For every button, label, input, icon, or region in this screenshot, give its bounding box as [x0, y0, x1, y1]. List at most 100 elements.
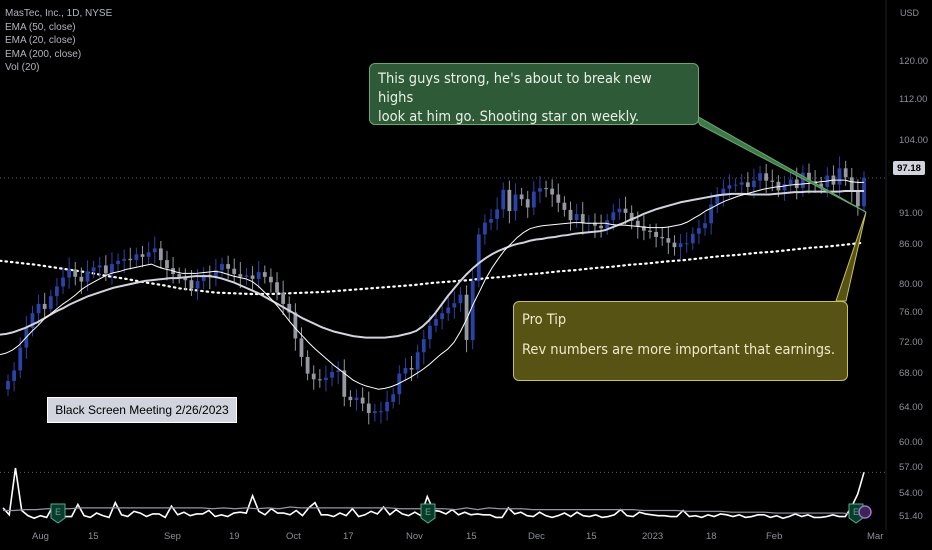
svg-text:E: E [55, 507, 61, 517]
candle-body [73, 269, 78, 277]
candle-body [648, 230, 652, 232]
candle-body [91, 267, 96, 272]
candle-body [562, 202, 567, 210]
candle-body [79, 276, 84, 282]
candle-body [42, 303, 47, 309]
candle-body [580, 214, 585, 224]
candle-body [146, 252, 151, 257]
candle-body [721, 188, 726, 195]
candle-body [574, 214, 579, 221]
time-tick-label: 15 [586, 531, 597, 542]
candle-body [464, 294, 469, 340]
candle-body [703, 223, 707, 229]
candle-body [794, 179, 799, 189]
dividend-marker [858, 505, 872, 519]
candle-body [434, 319, 438, 326]
pro-tip-note[interactable]: Pro Tip Rev numbers are more important t… [513, 301, 848, 381]
candle-body [770, 180, 775, 182]
volume-legend[interactable]: Vol (20) [5, 62, 40, 73]
candle-body [733, 184, 738, 186]
time-tick-label: 18 [706, 531, 717, 542]
candle-body [697, 228, 701, 234]
ema50-legend[interactable]: EMA (50, close) [5, 21, 76, 33]
ema200-line [0, 241, 866, 296]
candle-body [501, 189, 506, 210]
candle-body [311, 373, 316, 380]
candle-body [617, 208, 622, 213]
candle-body [97, 265, 102, 268]
candle-body [305, 356, 310, 374]
candle-body [837, 168, 842, 185]
candle-body [183, 276, 188, 281]
candle-body [660, 236, 665, 239]
time-tick-label: Dec [528, 531, 545, 542]
candle-body [672, 242, 677, 248]
time-tick-label: 15 [88, 531, 99, 542]
candle-body [152, 248, 157, 253]
candle-body [134, 254, 139, 261]
candle-body [385, 401, 389, 412]
candle-body [415, 352, 420, 370]
candle-body [623, 208, 628, 213]
meeting-label[interactable]: Black Screen Meeting 2/26/2023 [47, 397, 237, 423]
candle-body [287, 303, 292, 313]
last-price-tag: 97.18 [893, 161, 925, 175]
ema200-legend[interactable]: EMA (200, close) [5, 48, 82, 60]
earnings-marker[interactable]: E [50, 503, 66, 524]
candle-body [593, 222, 597, 226]
pro-tip-body: Rev numbers are more important that earn… [522, 342, 835, 358]
candle-body [495, 209, 500, 219]
candle-body [568, 209, 573, 221]
candle-body [372, 411, 377, 414]
candle-body [849, 177, 854, 191]
time-tick-label: Aug [32, 531, 49, 542]
earnings-marker[interactable]: E [420, 503, 436, 524]
candle-body [611, 212, 616, 221]
price-tick-label: 86.00 [899, 239, 923, 251]
candle-body [256, 272, 261, 279]
time-tick-label: Mar [867, 531, 884, 542]
candle-body [177, 274, 182, 277]
time-tick-label: 19 [229, 531, 240, 542]
candle-body [299, 338, 304, 357]
candle-body [855, 190, 860, 207]
price-tick-label: 120.00 [899, 55, 929, 67]
candle-body [18, 347, 23, 371]
candle-body [67, 269, 72, 278]
candle-body [727, 185, 732, 189]
bullish-note[interactable]: This guys strong, he's about to break ne… [369, 63, 699, 125]
candle-body [110, 264, 114, 274]
candle-body [513, 194, 518, 212]
candle-body [220, 264, 224, 271]
pro-tip-title: Pro Tip [522, 312, 567, 328]
price-tick-label: 112.00 [899, 93, 928, 105]
candle-body [360, 397, 365, 404]
candle-body [605, 220, 610, 229]
ema20-legend[interactable]: EMA (20, close) [5, 35, 76, 46]
candle-body [85, 271, 90, 282]
candle-body [140, 254, 145, 257]
candle-body [238, 274, 243, 277]
candle-body [800, 172, 805, 189]
candle-body [458, 294, 463, 304]
candle-body [476, 234, 481, 281]
candle-body [819, 183, 824, 187]
symbol-title[interactable]: MasTec, Inc., 1D, NYSE [5, 8, 113, 19]
candle-body [232, 268, 237, 275]
volume-tick-label: 51.40 [899, 510, 923, 522]
candle-body [61, 277, 65, 287]
candle-body [544, 188, 548, 190]
ema20-line [0, 179, 864, 390]
currency-label: USD [900, 8, 920, 18]
candle-body [165, 260, 169, 269]
candle-body [158, 248, 163, 261]
time-tick-label: 2023 [642, 531, 664, 542]
bullish-note-line1: This guys strong, he's about to break ne… [378, 71, 652, 106]
ema50-line [0, 190, 864, 339]
candle-body [690, 233, 695, 244]
candle-body [807, 172, 811, 182]
candle-body [715, 194, 720, 205]
candle-body [666, 238, 671, 243]
candle-body [629, 212, 634, 221]
